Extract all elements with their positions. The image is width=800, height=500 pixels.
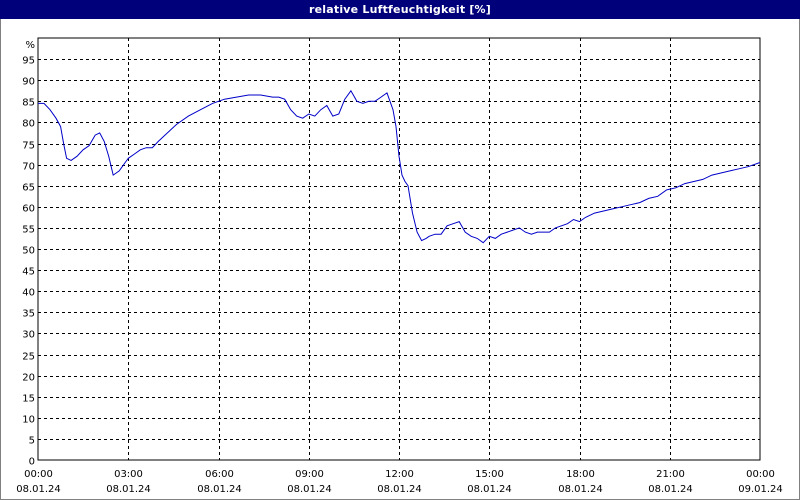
x-axis: 00:00 08.01.24 03:00 08.01.24 06:00 08.01.24 0… [16,469,783,495]
y-tick-label: 35 [22,309,35,320]
y-tick-label: 5 [29,436,35,447]
x-tick-date-label: 08.01.24 [16,484,61,495]
x-tick-date-label: 08.01.24 [377,484,422,495]
y-tick-label: 45 [22,267,35,278]
x-tick-time-label: 12:00 [385,469,414,480]
y-axis-label: % [25,40,35,51]
y-tick-label: 60 [22,204,35,215]
y-tick-label: 85 [22,98,35,109]
x-tick-time-label: 21:00 [656,469,685,480]
x-tick-date-label: 08.01.24 [197,484,242,495]
x-tick-time-label: 00:00 [746,469,775,480]
x-tick-time-label: 00:00 [24,469,53,480]
y-axis: 0 5 10 15 20 25 30 35 40 45 50 55 60 65 70 75 80 85 90 95 [22,56,35,468]
y-tick-label: 15 [22,394,35,405]
x-tick-date-label: 08.01.24 [648,484,693,495]
grid-lines [38,38,760,460]
x-tick-time-label: 06:00 [205,469,234,480]
x-tick-time-label: 03:00 [114,469,143,480]
y-tick-label: 50 [22,246,35,257]
y-tick-label: 90 [22,77,35,88]
y-tick-label: 65 [22,183,35,194]
x-tick-time-label: 15:00 [475,469,504,480]
y-tick-label: 95 [22,56,35,67]
x-tick-time-label: 09:00 [295,469,324,480]
x-tick-time-label: 18:00 [566,469,595,480]
y-tick-label: 20 [22,373,35,384]
humidity-series-line [38,89,761,244]
y-tick-label: 10 [22,415,35,426]
y-tick-label: 25 [22,352,35,363]
x-tick-date-label: 08.01.24 [558,484,603,495]
y-tick-label: 75 [22,141,35,152]
y-tick-label: 80 [22,119,35,130]
x-tick-date-label: 09.01.24 [738,484,783,495]
x-tick-date-label: 08.01.24 [106,484,151,495]
x-tick-date-label: 08.01.24 [467,484,512,495]
y-tick-label: 0 [29,457,35,468]
y-tick-label: 70 [22,162,35,173]
chart-title: relative Luftfeuchtigkeit [%] [0,0,800,19]
series-layer [38,89,761,244]
y-tick-label: 30 [22,330,35,341]
y-tick-label: 40 [22,288,35,299]
x-tick-date-label: 08.01.24 [287,484,332,495]
y-tick-label: 55 [22,225,35,236]
